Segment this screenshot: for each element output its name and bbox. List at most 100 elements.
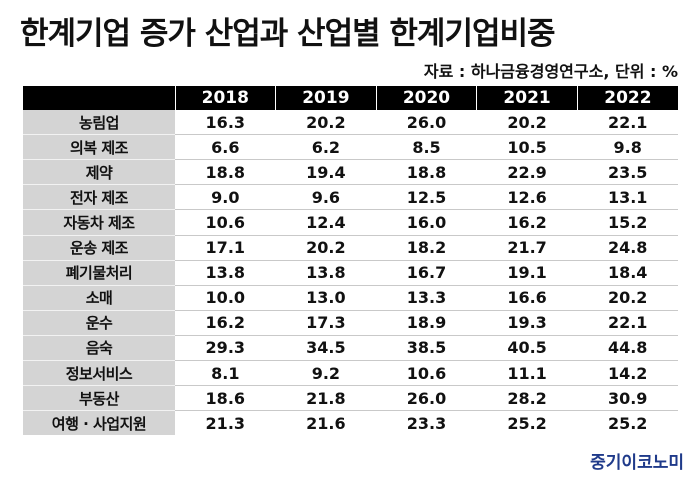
value-cell: 16.2 [476,209,578,236]
row-label: 소매 [23,285,175,311]
value-cell: 13.3 [376,285,477,311]
table-row: 전자 제조 9.0 9.6 12.5 12.6 13.1 [23,184,678,211]
row-label: 농림업 [23,110,175,136]
value-cell: 25.2 [607,413,648,433]
value-cell: 22.9 [476,159,578,186]
table-row: 농림업 16.3 20.2 26.0 20.2 22.1 [23,110,678,136]
value-cell: 40.5 [476,335,578,362]
row-label: 자동차 제조 [23,209,175,236]
header-corner [23,86,175,111]
value-cell: 17.3 [275,310,377,336]
row-label: 폐기물처리 [23,260,175,286]
value-cell: 23.3 [406,413,447,433]
value-cell: 19.4 [275,159,377,186]
row-label: 의복 제조 [23,134,175,161]
value-cell: 13.8 [175,260,276,286]
value-cell: 6.2 [275,134,377,161]
value-cell: 21.6 [306,413,346,433]
brand-logo: 중기이코노미 [590,453,684,473]
value-cell: 18.8 [175,159,276,186]
header-year: 2020 [375,86,477,111]
value-cell: 25.2 [507,413,547,433]
header-year: 2021 [476,86,578,111]
value-cell: 18.2 [376,235,477,261]
table-body: 농림업 16.3 20.2 26.0 20.2 22.1 의복 제조 6.6 6.2 8.5 10.… [23,110,678,436]
value-cell: 18.9 [376,310,477,336]
table-row: 부동산 18.6 21.8 26.0 28.2 30.9 [23,385,678,412]
value-cell: 29.3 [175,335,276,362]
value-cell: 28.2 [476,385,578,412]
value-cell: 22.1 [577,110,678,136]
value-cell: 23.5 [577,159,678,186]
row-label: 운송 제조 [23,235,175,261]
value-cell: 17.1 [175,235,276,261]
value-cell: 16.7 [376,260,477,286]
value-cell: 9.6 [275,184,377,211]
table-row: 제약 18.8 19.4 18.8 22.9 23.5 [23,159,678,186]
value-cell: 16.6 [476,285,578,311]
value-cell: 24.8 [577,235,678,261]
value-cell: 9.0 [175,184,276,211]
value-cell: 20.2 [275,110,377,136]
value-cell: 8.5 [376,134,477,161]
value-cell: 9.2 [275,360,377,387]
value-cell: 9.8 [577,134,678,161]
data-table: 2018 2019 2020 2021 2022 농림업 16.3 20.2 26.0… [23,86,678,436]
value-cell: 10.6 [376,360,477,387]
value-cell: 6.6 [175,134,276,161]
value-cell: 26.0 [376,110,477,136]
value-cell: 10.0 [175,285,276,311]
value-cell: 20.2 [577,285,678,311]
table-row: 의복 제조 6.6 6.2 8.5 10.5 9.8 [23,134,678,161]
table-row: 음숙 29.3 34.5 38.5 40.5 44.8 [23,335,678,362]
row-label: 음숙 [23,335,175,362]
row-label: 제약 [23,159,175,186]
row-label: 정보서비스 [23,360,175,387]
table-row: 소매 10.0 13.0 13.3 16.6 20.2 [23,285,678,311]
value-cell: 12.4 [275,209,377,236]
header-year: 2019 [275,86,377,111]
value-cell: 18.4 [577,260,678,286]
value-cell: 20.2 [476,110,578,136]
value-cell: 21.3 [205,413,246,433]
value-cell: 8.1 [175,360,276,387]
value-cell: 15.2 [577,209,678,236]
value-cell: 12.6 [476,184,578,211]
value-cell: 16.3 [175,110,276,136]
row-label: 부동산 [23,385,175,412]
value-cell: 19.3 [476,310,578,336]
header-year: 2022 [576,86,678,111]
row-label: 운수 [23,310,175,336]
value-cell: 30.9 [577,385,678,412]
value-cell: 18.6 [175,385,276,412]
value-cell: 16.2 [175,310,276,336]
value-cell: 22.1 [577,310,678,336]
table-row: 운수 16.2 17.3 18.9 19.3 22.1 [23,310,678,336]
value-cell: 16.0 [376,209,477,236]
page-title: 한계기업 증가 산업과 산업별 한계기업비중 [20,16,556,52]
value-cell: 34.5 [275,335,377,362]
value-cell: 10.6 [175,209,276,236]
value-cell: 12.5 [376,184,477,211]
table-row: 폐기물처리 13.8 13.8 16.7 19.1 18.4 [23,260,678,286]
value-cell: 10.5 [476,134,578,161]
value-cell: 20.2 [275,235,377,261]
value-cell: 38.5 [376,335,477,362]
source-note: 자료 : 하나금융경영연구소, 단위 : % [423,62,678,81]
table-row: 자동차 제조 10.6 12.4 16.0 16.2 15.2 [23,209,678,236]
header-year: 2018 [174,86,276,111]
table-row: 정보서비스 8.1 9.2 10.6 11.1 14.2 [23,360,678,387]
table-row: 운송 제조 17.1 20.2 18.2 21.7 24.8 [23,235,678,261]
value-cell: 13.0 [275,285,377,311]
value-cell: 14.2 [577,360,678,387]
value-cell: 44.8 [577,335,678,362]
header-row: 2018 2019 2020 2021 2022 [23,86,678,111]
row-label: 전자 제조 [23,184,175,211]
value-cell: 13.8 [275,260,377,286]
value-cell: 21.7 [476,235,578,261]
value-cell: 11.1 [476,360,578,387]
value-cell: 13.1 [577,184,678,211]
value-cell: 21.8 [275,385,377,412]
value-cell: 18.8 [376,159,477,186]
value-cell: 26.0 [376,385,477,412]
